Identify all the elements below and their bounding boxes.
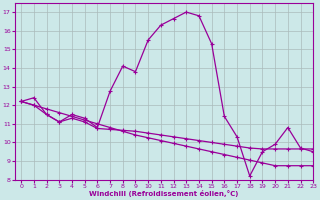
X-axis label: Windchill (Refroidissement éolien,°C): Windchill (Refroidissement éolien,°C) (89, 190, 239, 197)
